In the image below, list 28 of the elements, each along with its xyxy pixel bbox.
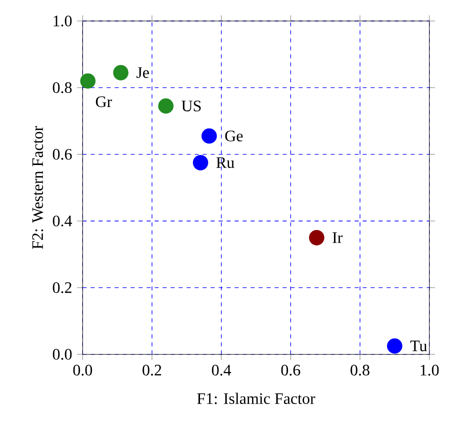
y-tick-label: 0.0: [52, 348, 72, 360]
y-tick-label: 0.8: [52, 82, 72, 94]
point: [202, 128, 217, 144]
point: [80, 73, 96, 89]
point: [387, 338, 402, 354]
annotation: Ir: [332, 232, 343, 243]
annotation: Ru: [216, 157, 234, 168]
x-tick-label: 0.8: [350, 364, 370, 376]
y-tick-label: 0.6: [52, 148, 72, 160]
annotation: Gr: [96, 96, 112, 108]
point: [113, 65, 128, 80]
annotation: US: [182, 100, 201, 112]
y-axis-title: F2: Western Factor: [32, 126, 44, 249]
y-tick-label: 0.4: [52, 216, 72, 226]
x-tick-label: 0.2: [142, 364, 162, 376]
point: [158, 98, 174, 114]
annotation: Je: [136, 67, 149, 78]
point: [192, 155, 208, 170]
x-axis-title: F1: Islamic Factor: [197, 392, 316, 404]
annotation: Ge: [225, 130, 243, 142]
x-tick-label: 0.4: [212, 364, 232, 376]
y-tick-label: 1.0: [54, 16, 72, 26]
x-tick-label: 0.6: [281, 364, 300, 376]
y-tick-label: 0.2: [52, 282, 72, 294]
x-tick-label: 1.0: [420, 364, 439, 376]
x-tick-label: 0.0: [73, 364, 92, 376]
point: [309, 230, 324, 246]
annotation: Tu: [410, 340, 427, 352]
